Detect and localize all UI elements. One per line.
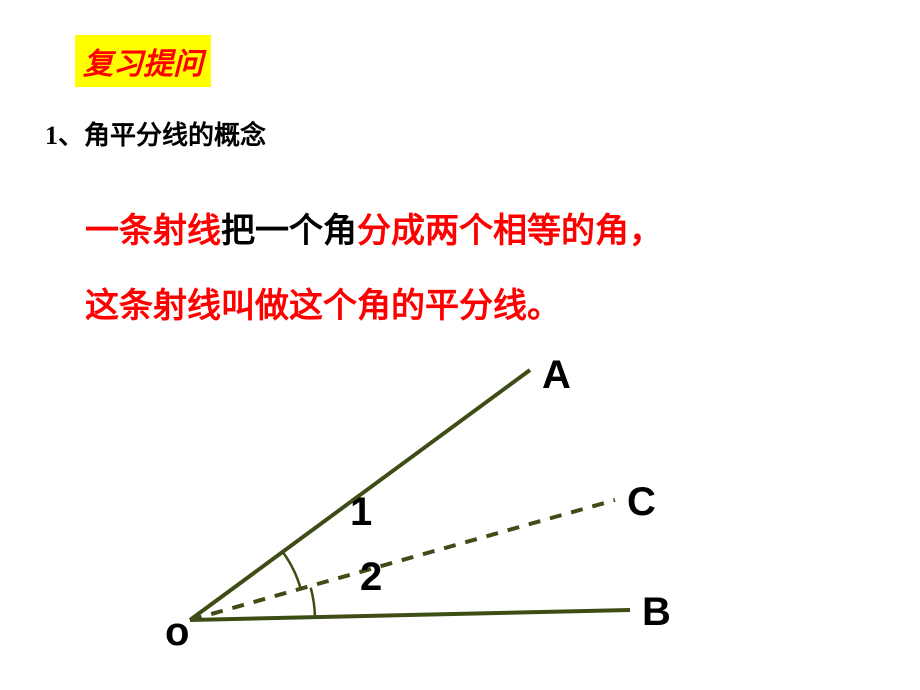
def-part1: 一条射线 [85,213,221,250]
subtitle-text: 1、角平分线的概念 [45,121,266,150]
review-header-text: 复习提问 [83,48,203,81]
svg-text:o: o [165,610,189,654]
def-part2: 把一个角 [221,213,357,250]
subtitle: 1、角平分线的概念 [45,115,266,152]
svg-text:1: 1 [350,490,372,534]
svg-text:B: B [642,590,671,634]
def-part4: 这条射线叫做这个角的平分线。 [85,288,561,325]
definition-block: 一条射线把一个角分成两个相等的角， 这条射线叫做这个角的平分线。 [85,195,663,345]
angle-diagram: o A C B 1 2 [160,340,780,660]
review-header: 复习提问 [75,35,211,87]
svg-text:C: C [627,480,656,524]
def-part3: 分成两个相等的角， [357,213,663,250]
angle-svg: o A C B 1 2 [160,340,780,660]
svg-text:2: 2 [360,555,382,599]
svg-text:A: A [542,353,571,397]
